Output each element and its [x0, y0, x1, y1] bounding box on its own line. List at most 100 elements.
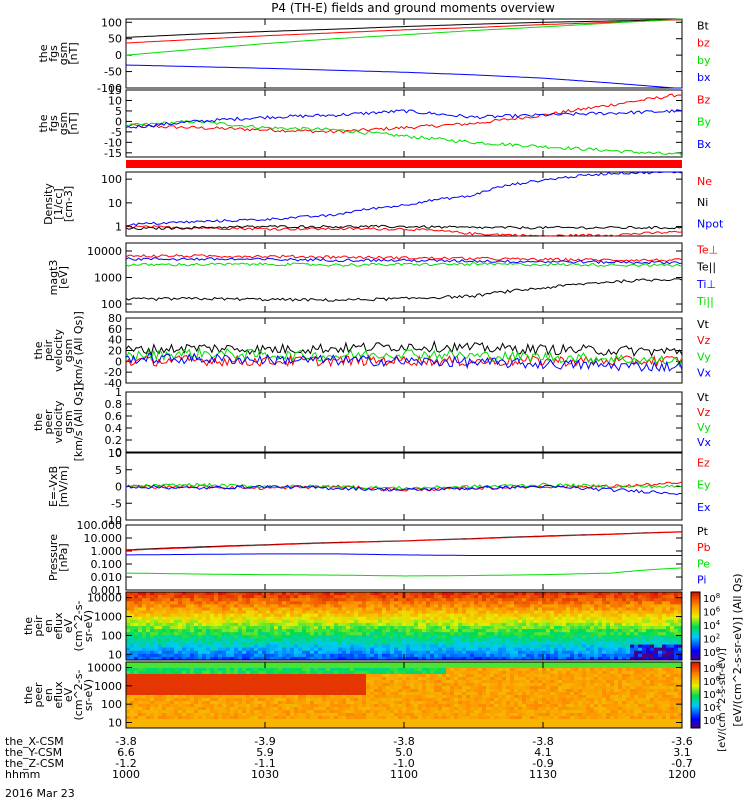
- heatmap-cell: [442, 629, 447, 633]
- heatmap-cell: [338, 671, 343, 675]
- heatmap-cell: [238, 692, 243, 696]
- heatmap-cell: [626, 641, 631, 646]
- heatmap-cell: [142, 632, 147, 636]
- heatmap-cell: [662, 644, 667, 649]
- heatmap-cell: [130, 704, 135, 708]
- heatmap-cell: [126, 619, 131, 624]
- heatmap-cell: [298, 641, 303, 646]
- heatmap-cell: [310, 653, 315, 658]
- heatmap-cell: [398, 638, 403, 642]
- heatmap-cell: [650, 607, 655, 612]
- heatmap-cell: [262, 622, 267, 627]
- heatmap-cell: [266, 653, 271, 658]
- heatmap-cell: [354, 598, 359, 602]
- heatmap-cell: [598, 626, 603, 630]
- heatmap-cell: [246, 629, 251, 633]
- heatmap-cell: [490, 653, 495, 658]
- heatmap-cell: [278, 719, 283, 723]
- heatmap-cell: [126, 698, 131, 702]
- legend-pi: Pi: [697, 574, 706, 587]
- heatmap-cell: [158, 665, 163, 669]
- heatmap-cell: [130, 604, 135, 608]
- heatmap-cell: [306, 665, 311, 669]
- heatmap-cell: [502, 622, 507, 627]
- heatmap-cell: [346, 641, 351, 646]
- heatmap-cell: [318, 641, 323, 646]
- heatmap-cell: [598, 653, 603, 658]
- heatmap-cell: [202, 619, 207, 624]
- heatmap-cell: [230, 638, 235, 642]
- heatmap-cell: [350, 674, 355, 678]
- heatmap-cell: [306, 668, 311, 672]
- heatmap-cell: [542, 595, 547, 599]
- heatmap-cell: [566, 595, 571, 599]
- heatmap-cell: [134, 592, 139, 596]
- heatmap-cell: [422, 650, 427, 655]
- heatmap-cell: [294, 683, 299, 687]
- heatmap-cell: [178, 629, 183, 633]
- heatmap-cell: [322, 626, 327, 630]
- heatmap-cell: [150, 635, 155, 639]
- heatmap-cell: [358, 644, 363, 649]
- heatmap-cell: [458, 601, 463, 605]
- heatmap-cell: [434, 592, 439, 596]
- heatmap-cell: [314, 686, 319, 690]
- heatmap-cell: [626, 629, 631, 633]
- heatmap-cell: [178, 701, 183, 705]
- heatmap-cell: [142, 674, 147, 678]
- heatmap-cell: [250, 710, 255, 714]
- heatmap-cell: [594, 613, 599, 618]
- heatmap-cell: [306, 613, 311, 618]
- ylabel-line: [nT]: [67, 42, 80, 64]
- heatmap-cell: [262, 641, 267, 646]
- heatmap-cell: [346, 622, 351, 627]
- heatmap-cell: [478, 592, 483, 596]
- heatmap-cell: [142, 626, 147, 630]
- heatmap-cell: [126, 665, 131, 669]
- heatmap-cell: [510, 595, 515, 599]
- heatmap-cell: [434, 601, 439, 605]
- heatmap-cell: [670, 604, 675, 608]
- heatmap-cell: [494, 632, 499, 636]
- heatmap-cell: [354, 607, 359, 612]
- heatmap-cell: [178, 704, 183, 708]
- heatmap-cell: [514, 641, 519, 646]
- heatmap-cell: [382, 665, 387, 669]
- heatmap-cell: [414, 695, 419, 699]
- heatmap-cell: [374, 698, 379, 702]
- heatmap-cell: [278, 644, 283, 649]
- heatmap-cell: [218, 701, 223, 705]
- heatmap-cell: [654, 632, 659, 636]
- heatmap-cell: [418, 616, 423, 621]
- heatmap-cell: [374, 601, 379, 605]
- heatmap-cell: [354, 601, 359, 605]
- heatmap-cell: [234, 683, 239, 687]
- heatmap-cell: [254, 641, 259, 646]
- heatmap-cell: [322, 722, 327, 726]
- heatmap-cell: [150, 665, 155, 669]
- heatmap-cell: [210, 598, 215, 602]
- heatmap-cell: [614, 616, 619, 621]
- ytick-label: 5: [115, 105, 122, 118]
- heatmap-cell: [142, 719, 147, 723]
- heatmap-cell: [278, 635, 283, 639]
- heatmap-cell: [278, 692, 283, 696]
- heatmap-cell: [146, 607, 151, 612]
- heatmap-cell: [538, 604, 543, 608]
- heatmap-cell: [422, 629, 427, 633]
- heatmap-cell: [614, 610, 619, 615]
- heatmap-cell: [242, 665, 247, 669]
- heatmap-cell: [218, 722, 223, 726]
- heatmap-cell: [574, 647, 579, 652]
- heatmap-cell: [398, 704, 403, 708]
- heatmap-cell: [206, 683, 211, 687]
- heatmap-cell: [646, 650, 651, 655]
- heatmap-cell: [310, 632, 315, 636]
- heatmap-cell: [482, 635, 487, 639]
- heatmap-cell: [178, 598, 183, 602]
- heatmap-cell: [650, 635, 655, 639]
- heatmap-cell: [194, 592, 199, 596]
- heatmap-cell: [354, 722, 359, 726]
- heatmap-cell: [354, 629, 359, 633]
- heatmap-cell: [362, 595, 367, 599]
